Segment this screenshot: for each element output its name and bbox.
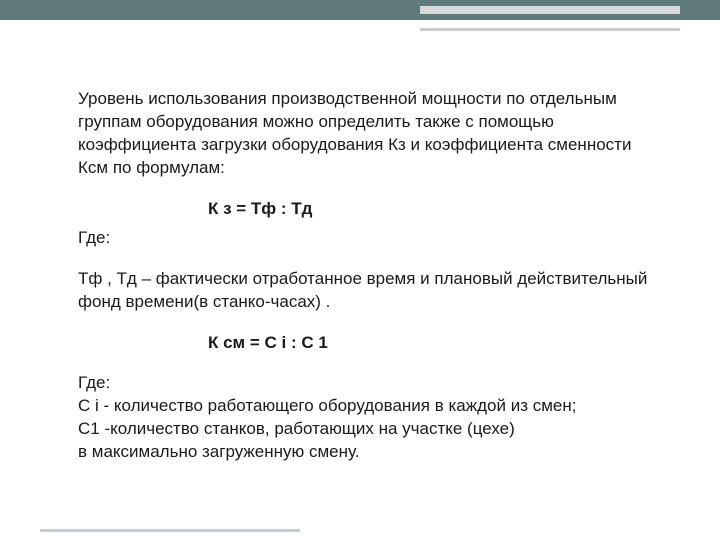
header-bar [0, 0, 720, 20]
definition-2-line-1: С i - количество работающего оборудовани… [78, 395, 650, 418]
header-accent [420, 6, 680, 14]
slide-content: Уровень использования производственной м… [0, 20, 720, 464]
where-1: Где: [78, 227, 650, 250]
accent-line-bottom [40, 529, 300, 532]
formula-1-block: К з = Тф : Тд [78, 198, 650, 221]
formula-2: К см = С i : С 1 [78, 332, 650, 355]
where-2: Где: [78, 372, 650, 395]
formula-1: К з = Тф : Тд [78, 198, 650, 221]
intro-paragraph: Уровень использования производственной м… [78, 88, 650, 180]
definition-2-block: Где: С i - количество работающего оборуд… [78, 372, 650, 464]
definition-2-line-2: С1 -количество станков, работающих на уч… [78, 418, 650, 441]
accent-line-top [420, 28, 680, 31]
definition-2-line-3: в максимально загруженную смену. [78, 441, 650, 464]
definition-1: Тф , Тд – фактически отработанное время … [78, 268, 650, 314]
